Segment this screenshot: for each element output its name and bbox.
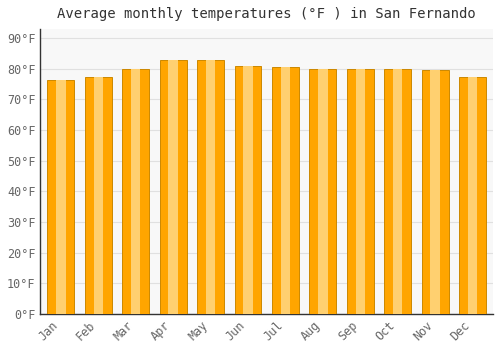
Bar — [347, 69, 374, 314]
Bar — [310, 69, 336, 314]
Bar — [48, 79, 74, 314]
Bar — [422, 70, 448, 314]
Bar — [131, 69, 140, 314]
Bar — [384, 69, 411, 314]
Bar — [244, 66, 252, 314]
Bar — [197, 60, 224, 314]
Bar — [234, 66, 262, 314]
Bar — [94, 77, 103, 314]
Bar — [356, 69, 365, 314]
Bar — [168, 60, 178, 314]
Bar — [160, 60, 186, 314]
Bar — [56, 79, 66, 314]
Bar — [280, 67, 290, 314]
Bar — [85, 77, 112, 314]
Bar — [206, 60, 216, 314]
Bar — [272, 67, 299, 314]
Bar — [459, 77, 486, 314]
Bar — [468, 77, 477, 314]
Bar — [430, 70, 440, 314]
Bar — [318, 69, 328, 314]
Bar — [122, 69, 149, 314]
Title: Average monthly temperatures (°F ) in San Fernando: Average monthly temperatures (°F ) in Sa… — [58, 7, 476, 21]
Bar — [393, 69, 402, 314]
